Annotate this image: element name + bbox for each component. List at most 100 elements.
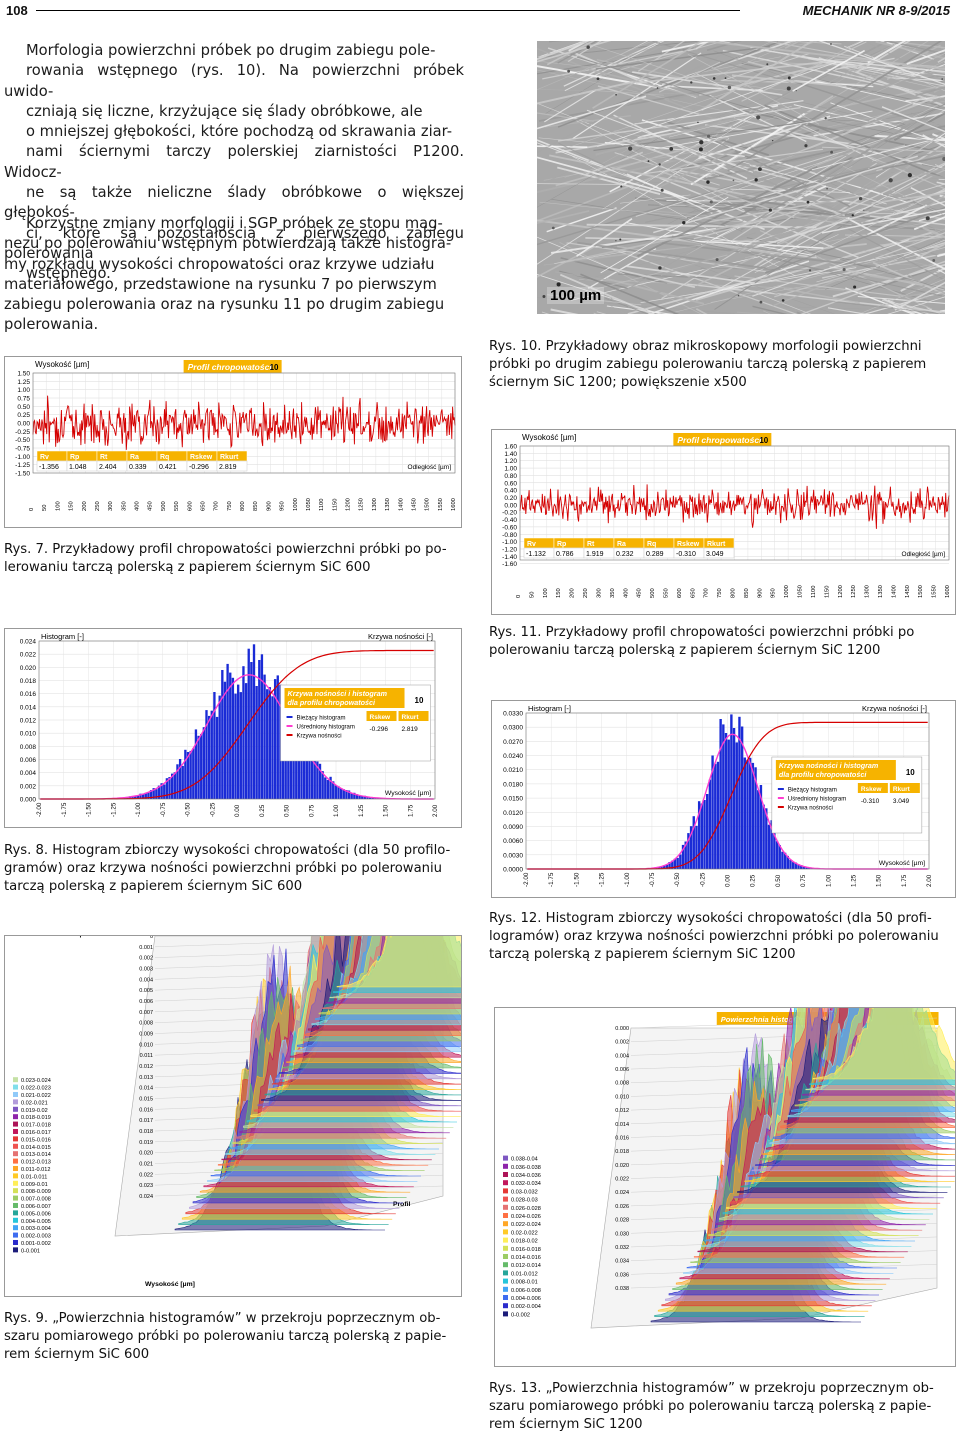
histogram-bar bbox=[202, 727, 206, 799]
scratch-line bbox=[687, 283, 945, 313]
x-tick-label: 1400 bbox=[398, 498, 404, 511]
profile-chart-rys11: Wysokość [µm] Profil chropowatości 10 1.60 1… bbox=[491, 429, 956, 615]
y-tick-label: 0.012 bbox=[20, 718, 37, 725]
scratch-line bbox=[714, 189, 898, 310]
legend-title: dla profilu chropowatości bbox=[779, 770, 867, 779]
histogram-bar bbox=[697, 801, 701, 869]
scratch-line bbox=[595, 106, 778, 156]
y-axis-label: Profil bbox=[393, 1201, 410, 1208]
histogram-bar bbox=[355, 794, 359, 799]
scratch-line bbox=[595, 45, 770, 70]
y-tick-label: -0.20 bbox=[502, 510, 517, 517]
scratch-line bbox=[793, 104, 908, 132]
x-tick-label: 0.75 bbox=[800, 874, 807, 887]
pit-mark bbox=[709, 200, 713, 204]
scratch-line bbox=[833, 301, 945, 314]
scratch-line bbox=[808, 57, 945, 73]
pit-mark bbox=[925, 216, 930, 221]
x-tick-label: 1.50 bbox=[876, 874, 883, 887]
x-tick-label: 1550 bbox=[438, 498, 444, 511]
x-tick-label: 1000 bbox=[784, 585, 790, 598]
histogram-bar bbox=[738, 716, 741, 869]
scratch-line bbox=[620, 41, 649, 56]
y-tick-label: 0.20 bbox=[504, 495, 517, 502]
legend-swatch bbox=[13, 1210, 18, 1216]
legend-swatch bbox=[503, 1295, 508, 1300]
histogram-bar bbox=[297, 730, 301, 799]
scratch-line bbox=[713, 41, 773, 70]
x-tick-label: 0.00 bbox=[234, 804, 241, 817]
scratch-line bbox=[752, 305, 788, 314]
chart-title-badge: 10 bbox=[759, 436, 768, 445]
histogram-bar bbox=[250, 662, 253, 799]
y-tick-label: -0.50 bbox=[15, 437, 30, 444]
y-tick-label: -1.00 bbox=[502, 539, 517, 546]
histogram-bar bbox=[800, 865, 803, 869]
histogram-bar bbox=[215, 716, 219, 799]
scratch-line bbox=[832, 263, 945, 298]
histogram-bar bbox=[759, 785, 763, 869]
page-number: 108 bbox=[6, 3, 28, 18]
legend-swatch bbox=[503, 1278, 508, 1284]
y-tick-label: -1.25 bbox=[15, 462, 30, 469]
scratch-line bbox=[852, 69, 939, 89]
y-tick-label: 0.016 bbox=[20, 691, 37, 698]
legend-swatch bbox=[503, 1229, 508, 1235]
journal-title: MECHANIK NR 8-9/2015 bbox=[802, 3, 950, 18]
legend-item: Krzywa nośności bbox=[788, 806, 833, 812]
histogram-bar bbox=[329, 776, 332, 799]
histogram-bar bbox=[708, 779, 712, 869]
histogram-bar bbox=[192, 748, 195, 799]
pit-mark bbox=[699, 140, 704, 145]
scratch-line bbox=[564, 41, 665, 92]
legend-item: Krzywa nośności bbox=[297, 734, 342, 740]
histogram-bar bbox=[244, 683, 248, 799]
histogram-bar bbox=[263, 674, 266, 799]
legend-swatch bbox=[13, 1084, 18, 1090]
scratch-line bbox=[733, 153, 930, 199]
z-tick-label: 0.026 bbox=[615, 1204, 629, 1210]
legend-item: 0.012-0.014 bbox=[511, 1263, 541, 1269]
histogram-bar bbox=[746, 759, 749, 869]
x-tick-label: -1.00 bbox=[135, 802, 142, 817]
legend-badge: 10 bbox=[906, 768, 915, 777]
scratch-line bbox=[635, 132, 903, 217]
scratch-line bbox=[903, 242, 945, 257]
legend-item: 0.014-0.016 bbox=[511, 1255, 541, 1261]
histogram-bar bbox=[141, 793, 145, 799]
z-tick-label: 0.019 bbox=[139, 1140, 153, 1146]
scratch-line bbox=[634, 197, 768, 212]
pit-mark bbox=[596, 77, 600, 81]
scratch-line bbox=[905, 95, 945, 103]
param-header: Rkurt bbox=[220, 454, 239, 461]
legend-swatch bbox=[503, 1311, 508, 1317]
legend-item: 0.026-0.028 bbox=[511, 1206, 541, 1212]
x-tick-label: 250 bbox=[583, 588, 589, 598]
scratch-line bbox=[626, 222, 817, 257]
pit-mark bbox=[942, 157, 945, 161]
pit-mark bbox=[660, 188, 664, 192]
z-tick-label: 0.010 bbox=[615, 1094, 629, 1100]
histogram-ridge bbox=[336, 936, 461, 988]
legend-swatch bbox=[503, 1188, 508, 1194]
scratch-line bbox=[578, 279, 845, 291]
y-tick-label: 0.014 bbox=[20, 704, 37, 711]
x-tick-label: 150 bbox=[556, 588, 562, 598]
y-tick-label: 1.00 bbox=[504, 466, 517, 473]
scratch-line bbox=[650, 147, 751, 157]
histogram-bar bbox=[369, 797, 372, 799]
histogram-bar bbox=[155, 789, 158, 799]
histogram-bar bbox=[342, 789, 345, 799]
histogram-bar bbox=[767, 824, 771, 869]
scratch-line bbox=[882, 205, 945, 209]
z-tick-label: 0.030 bbox=[615, 1231, 629, 1237]
param-header: Rkurt bbox=[402, 714, 420, 721]
y-tick-label: 0.00 bbox=[17, 421, 30, 428]
y-tick-label: -1.50 bbox=[15, 471, 30, 478]
x-tick-label: 800 bbox=[240, 501, 246, 511]
z-tick-label: 0.011 bbox=[140, 1053, 153, 1059]
histogram-bar bbox=[789, 859, 792, 869]
scratch-line bbox=[821, 84, 945, 112]
y-tick-label: 1.20 bbox=[504, 458, 517, 465]
